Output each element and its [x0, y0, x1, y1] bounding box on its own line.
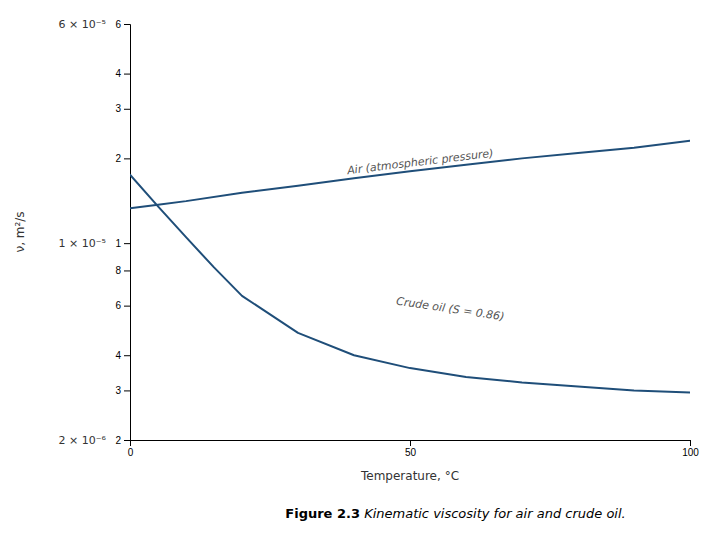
y-tick-mark [124, 158, 130, 159]
y-tick-mark [124, 355, 130, 356]
curve-label: Air (atmospheric pressure) [345, 147, 494, 178]
series-line [130, 141, 690, 209]
y-tick-mark [124, 440, 130, 441]
y-tick-mark [124, 109, 130, 110]
y-tick-label: 3 [115, 103, 121, 114]
x-tick-mark [410, 440, 411, 446]
y-tick-label: 4 [115, 68, 121, 79]
y-tick: 6 [115, 19, 130, 30]
chart: 0501002346812346Air (atmospheric pressur… [0, 0, 720, 540]
caption-label: Figure 2.3 [285, 506, 360, 521]
decade-label: 2 × 10⁻⁶ [59, 434, 107, 447]
annotations: Air (atmospheric pressure) Crude oil (S =… [59, 18, 506, 447]
decade-label: 6 × 10⁻⁵ [59, 18, 106, 31]
y-tick-mark [124, 270, 130, 271]
y-tick: 6 [115, 300, 130, 311]
x-tick-mark [690, 440, 691, 446]
y-tick: 4 [115, 68, 130, 79]
y-tick-label: 4 [115, 350, 121, 361]
x-tick: 0 [128, 440, 134, 458]
plot-area [130, 141, 690, 393]
x-tick-label: 50 [405, 447, 417, 458]
y-tick-mark [124, 24, 130, 25]
x-axis-title: Temperature, °C [360, 469, 459, 483]
y-tick-label: 3 [115, 385, 121, 396]
y-tick: 3 [115, 385, 130, 396]
y-tick: 8 [115, 265, 130, 276]
y-tick-label: 8 [115, 265, 121, 276]
x-tick-label: 100 [682, 447, 699, 458]
y-tick-label: 6 [115, 300, 121, 311]
y-tick: 2 [115, 435, 130, 446]
x-tick-label: 0 [128, 447, 134, 458]
y-tick: 4 [115, 350, 130, 361]
y-tick-label: 2 [115, 153, 121, 164]
series-line [130, 175, 690, 393]
y-axis-title: ν, m²/s [13, 211, 27, 252]
y-tick-label: 2 [115, 435, 121, 446]
caption-text: Kinematic viscosity for air and crude oi… [360, 506, 626, 521]
y-tick-label: 1 [115, 238, 121, 249]
y-tick: 2 [115, 153, 130, 164]
y-axis: 2 3 4 6 8 1 2 3 4 6 [115, 19, 130, 446]
y-tick-label: 6 [115, 19, 121, 30]
curve-label: Crude oil (S = 0.86) [395, 295, 505, 324]
x-axis-line [131, 441, 691, 447]
x-axis: 0 50 100 [128, 440, 700, 458]
y-axis-line [124, 25, 131, 441]
decade-label: 1 × 10⁻⁵ [59, 237, 106, 250]
y-tick-mark [124, 243, 130, 244]
y-tick-mark [124, 390, 130, 391]
y-tick-mark [124, 306, 130, 307]
x-tick: 100 [682, 440, 699, 458]
y-tick: 3 [115, 103, 130, 114]
y-tick: 1 [115, 238, 130, 249]
x-tick: 50 [405, 440, 417, 458]
y-tick-mark [124, 74, 130, 75]
